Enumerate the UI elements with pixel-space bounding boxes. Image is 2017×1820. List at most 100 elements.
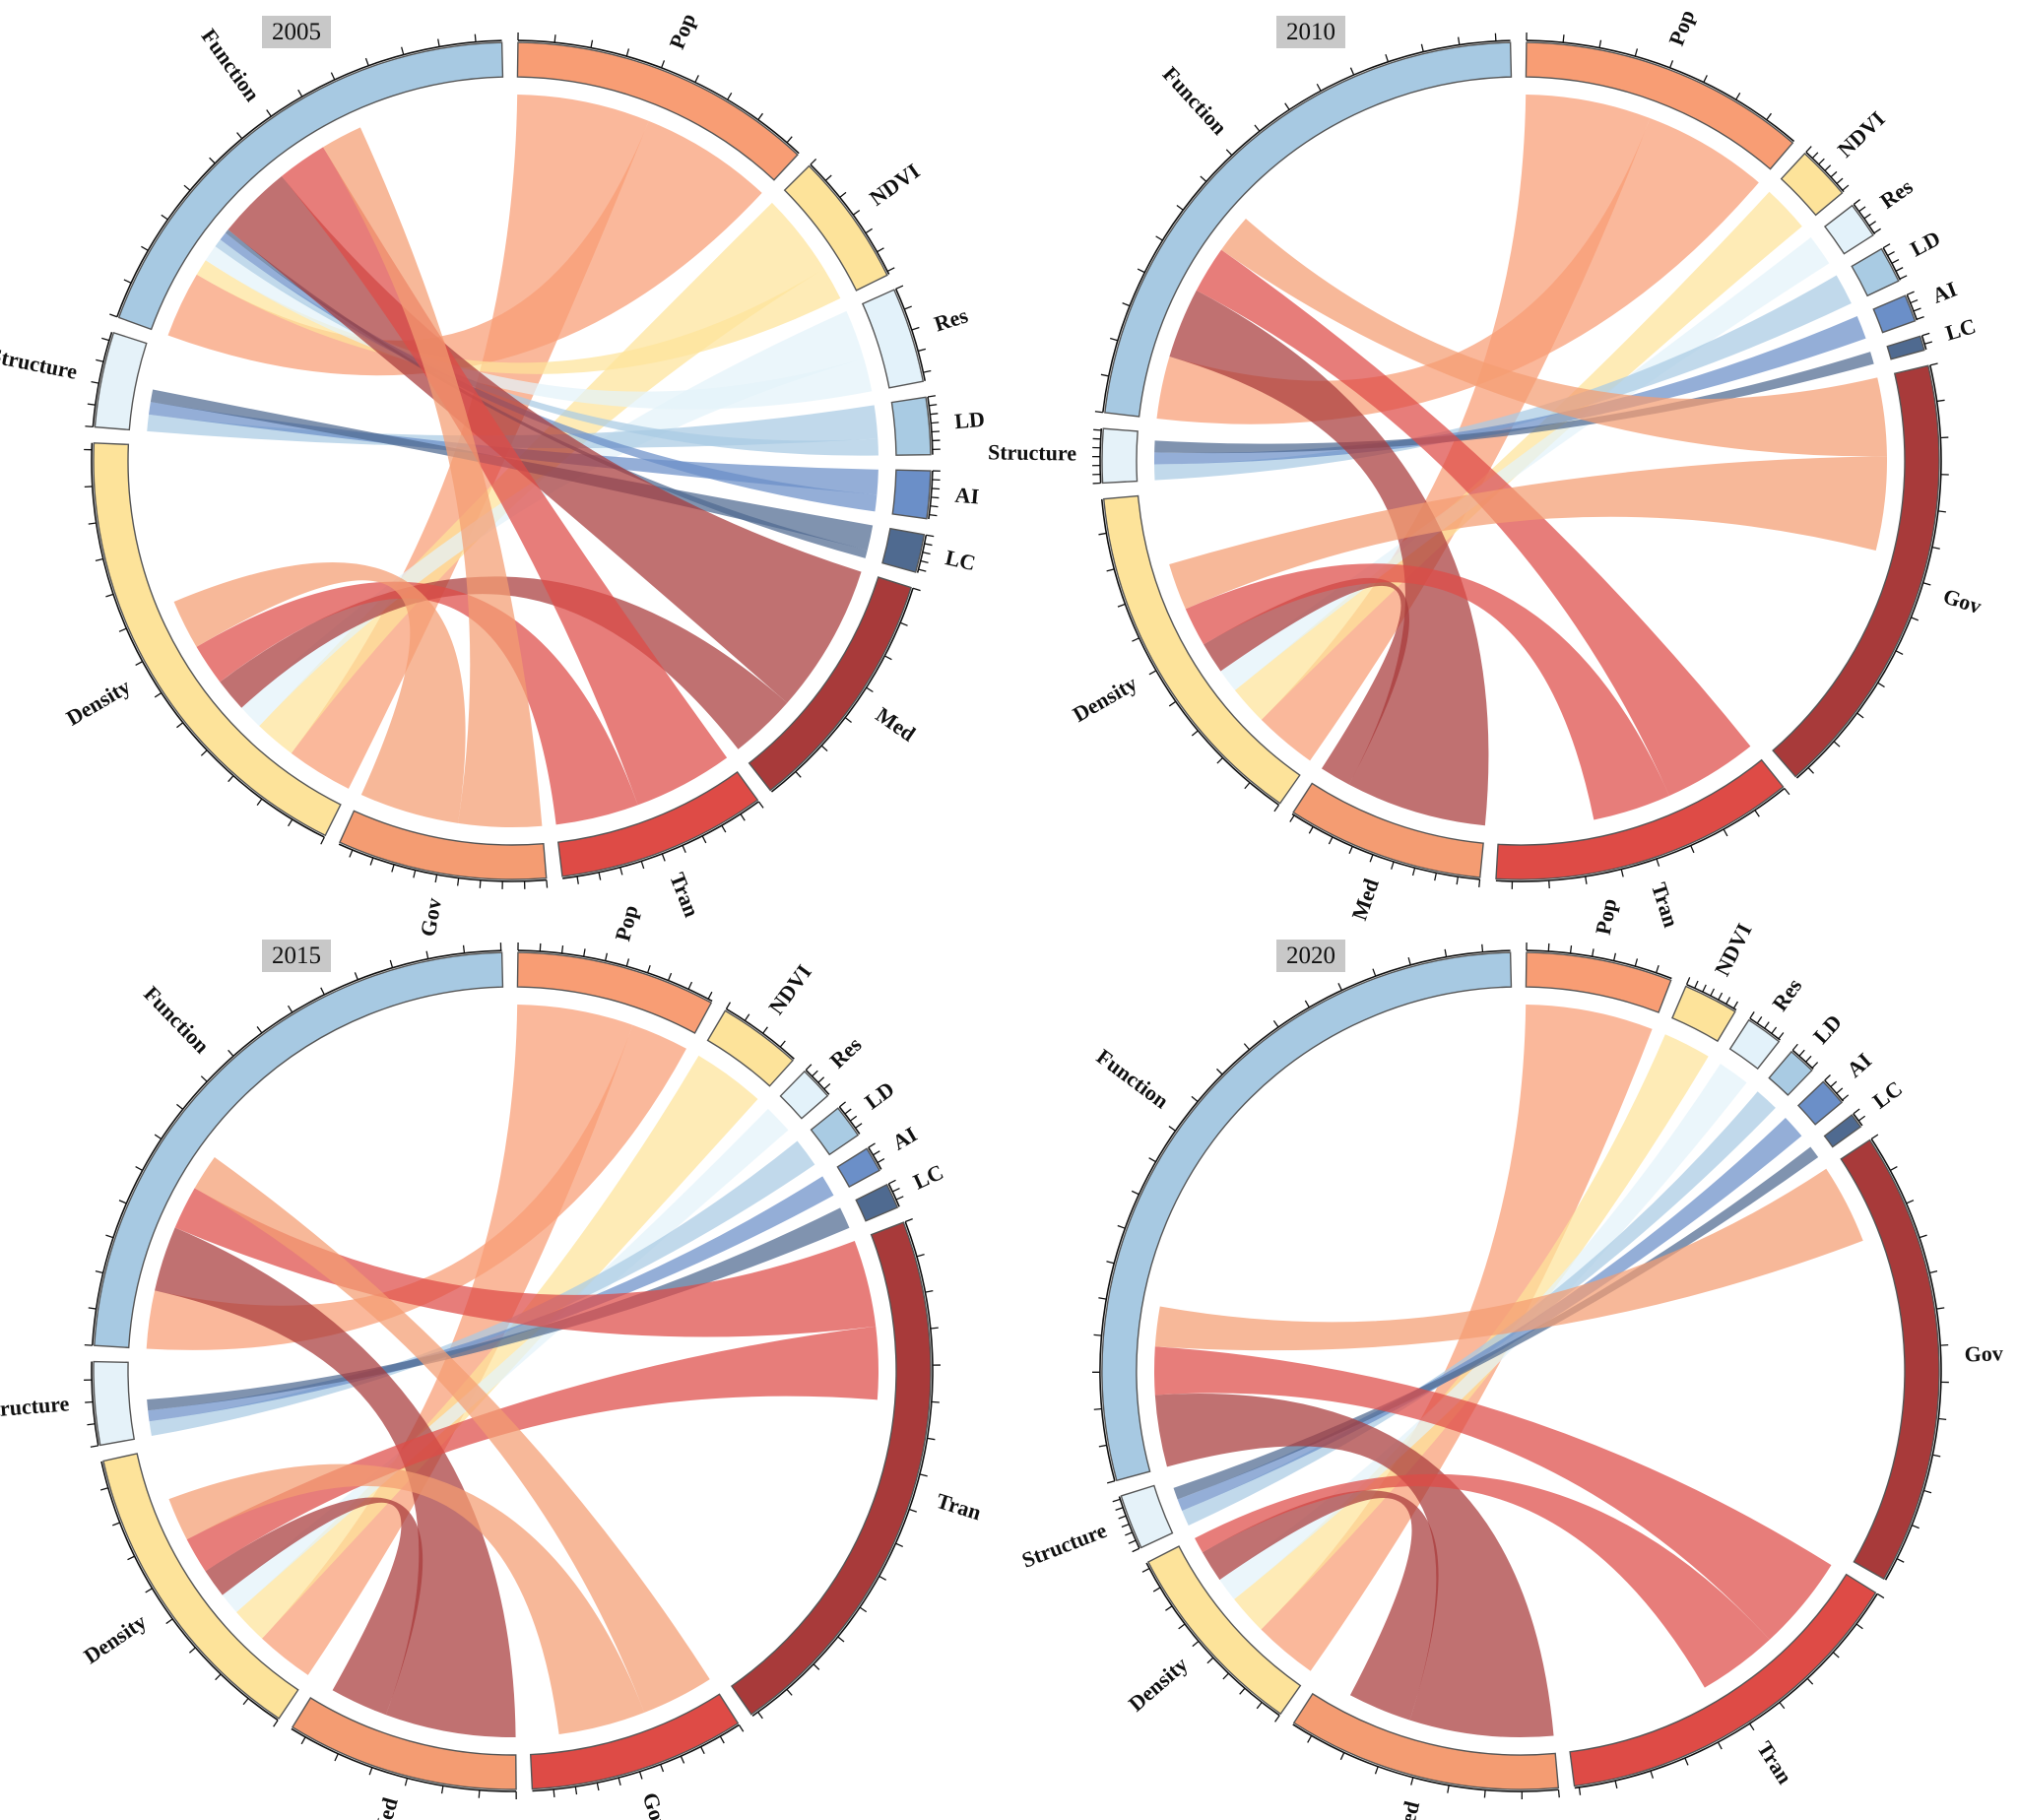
tick-mark bbox=[87, 403, 96, 406]
tick-mark bbox=[576, 876, 579, 884]
tick-mark bbox=[1779, 1702, 1786, 1710]
tick-mark bbox=[908, 1508, 917, 1513]
tick-mark bbox=[118, 1200, 127, 1204]
tick-mark bbox=[619, 867, 623, 876]
chord-lc-structure bbox=[1154, 352, 1874, 454]
tick-mark bbox=[625, 958, 630, 967]
tick-mark bbox=[1244, 782, 1251, 790]
segment-lc bbox=[1823, 1114, 1862, 1148]
tick-mark bbox=[256, 798, 263, 806]
segment-ai bbox=[1872, 294, 1917, 334]
tick-mark bbox=[865, 228, 873, 234]
tick-mark bbox=[1098, 532, 1107, 536]
tick-mark bbox=[87, 1423, 96, 1426]
segment-density bbox=[1103, 494, 1301, 805]
segment-label-med: Med bbox=[1391, 1798, 1424, 1820]
segment-axis-structure bbox=[91, 1361, 99, 1446]
tick-mark bbox=[1256, 1702, 1263, 1710]
tick-mark bbox=[1547, 942, 1550, 951]
tick-mark bbox=[1805, 146, 1812, 153]
tick-mark bbox=[1853, 1108, 1860, 1115]
tick-mark bbox=[1932, 1454, 1941, 1458]
segment-ai bbox=[891, 469, 932, 520]
chord-panel-2015: 2015 Pop NDVI Res LD AI LC Tran Gov Med Density St… bbox=[0, 902, 1008, 1820]
segment-structure bbox=[1101, 427, 1139, 485]
tick-mark bbox=[425, 950, 429, 959]
tick-mark bbox=[1842, 184, 1850, 191]
tick-mark bbox=[1483, 1789, 1486, 1798]
tick-mark bbox=[895, 1196, 904, 1201]
segment-label-ld: LD bbox=[860, 1076, 898, 1114]
tick-mark bbox=[1778, 1032, 1785, 1040]
tick-mark bbox=[1717, 1741, 1723, 1750]
segment-label-function: Function bbox=[1158, 61, 1232, 139]
segment-label-density: Density bbox=[79, 1609, 151, 1669]
tick-mark bbox=[141, 245, 149, 251]
tick-mark bbox=[1122, 302, 1131, 307]
segment-label-function: Function bbox=[1092, 1044, 1174, 1113]
segment-tran bbox=[730, 1221, 932, 1716]
tick-mark bbox=[176, 722, 184, 729]
segment-function bbox=[94, 951, 504, 1349]
tick-mark bbox=[101, 337, 110, 342]
segment-tran bbox=[1569, 1573, 1877, 1788]
tick-mark bbox=[1100, 373, 1109, 377]
tick-mark bbox=[916, 1254, 925, 1258]
tick-mark bbox=[1093, 1407, 1102, 1410]
segment-ai bbox=[1796, 1080, 1844, 1126]
tick-mark bbox=[1771, 1026, 1778, 1034]
tick-mark bbox=[1620, 869, 1624, 878]
tick-mark bbox=[661, 60, 666, 69]
tick-mark bbox=[273, 1720, 279, 1727]
segment-label-ndvi: NDVI bbox=[865, 159, 924, 211]
chord-tran-density bbox=[1195, 1473, 1770, 1688]
segment-density bbox=[93, 442, 342, 837]
tick-mark bbox=[1385, 53, 1390, 62]
tick-mark bbox=[868, 1142, 876, 1148]
tick-mark bbox=[1836, 1087, 1844, 1094]
segment-label-density: Density bbox=[1069, 671, 1141, 727]
tick-mark bbox=[320, 987, 325, 996]
segment-label-gov: Gov bbox=[638, 1789, 674, 1820]
tick-mark bbox=[931, 422, 940, 424]
tick-mark bbox=[574, 1787, 578, 1795]
tick-mark bbox=[926, 534, 935, 538]
segment-ld bbox=[810, 1107, 860, 1156]
tick-mark bbox=[1634, 48, 1639, 57]
chord-diagram-2005: PopNDVIResLDAILCMedTranGovDensityStructu… bbox=[0, 10, 986, 939]
year-badge: 2020 bbox=[1276, 940, 1345, 972]
tick-mark bbox=[1749, 1722, 1755, 1731]
segment-pop bbox=[516, 41, 799, 181]
tick-mark bbox=[1732, 1001, 1739, 1009]
tick-mark bbox=[1168, 700, 1177, 707]
tick-mark bbox=[786, 1688, 793, 1696]
tick-mark bbox=[927, 1437, 936, 1441]
tick-mark bbox=[1685, 977, 1691, 985]
chord-tran-function bbox=[1154, 1346, 1832, 1640]
segment-label-tran: Tran bbox=[934, 1488, 984, 1525]
tick-mark bbox=[95, 1270, 103, 1274]
tick-mark bbox=[200, 749, 208, 756]
tick-mark bbox=[1870, 1134, 1879, 1140]
tick-mark bbox=[1478, 878, 1481, 888]
tick-mark bbox=[200, 1075, 208, 1082]
tick-mark bbox=[1369, 854, 1374, 863]
tick-mark bbox=[904, 1218, 913, 1223]
tick-mark bbox=[932, 488, 941, 490]
tick-mark bbox=[1093, 1333, 1102, 1336]
tick-mark bbox=[899, 621, 908, 626]
segment-structure bbox=[94, 331, 148, 431]
tick-mark bbox=[1155, 235, 1163, 241]
tick-mark bbox=[1921, 332, 1930, 337]
chord-diagram-2015: PopNDVIResLDAILCTranGovMedDensityStructu… bbox=[0, 902, 984, 1820]
tick-mark bbox=[1818, 158, 1825, 165]
tick-mark bbox=[1132, 1547, 1140, 1553]
tick-mark bbox=[1176, 204, 1184, 211]
tick-mark bbox=[838, 1101, 847, 1108]
tick-mark bbox=[911, 326, 920, 331]
tick-mark bbox=[844, 1108, 852, 1115]
segment-axis-ai bbox=[928, 471, 934, 520]
tick-mark bbox=[161, 214, 168, 221]
chord-pop-density bbox=[1261, 1005, 1653, 1671]
tick-mark bbox=[1655, 964, 1659, 973]
